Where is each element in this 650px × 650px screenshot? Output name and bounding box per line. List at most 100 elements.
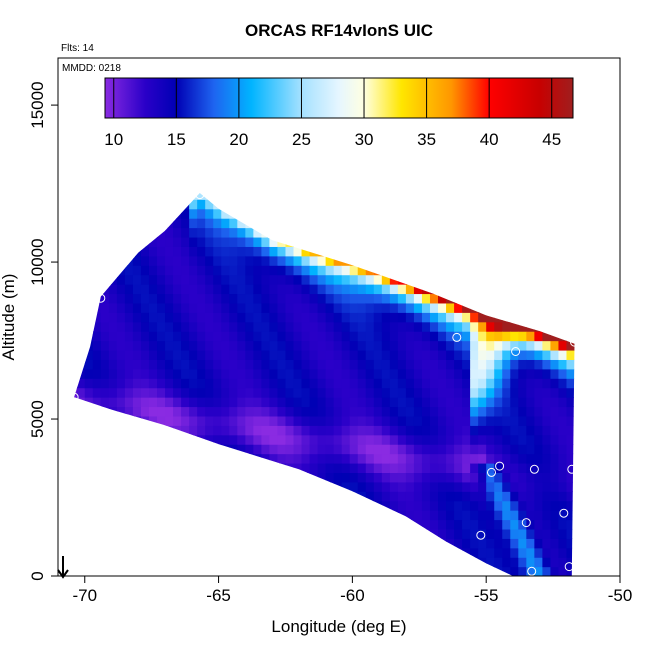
heatmap-cell — [205, 340, 214, 351]
heatmap-cell — [117, 180, 126, 190]
heatmap-cell — [462, 302, 471, 313]
heatmap-cell — [325, 528, 335, 539]
heatmap-cell — [293, 510, 303, 521]
heatmap-cell — [116, 406, 126, 417]
heatmap-cell — [116, 528, 126, 539]
heatmap-cell — [277, 218, 287, 229]
heatmap-cell — [446, 444, 455, 455]
heatmap-cell — [325, 368, 335, 379]
heatmap-cell — [510, 208, 519, 219]
heatmap-cell — [132, 425, 142, 436]
heatmap-cell — [148, 193, 158, 200]
heatmap-cell — [558, 491, 568, 502]
heatmap-cell — [285, 519, 295, 530]
heatmap-cell — [454, 397, 463, 408]
heatmap-cell — [205, 321, 214, 332]
heatmap-cell — [357, 302, 367, 313]
heatmap-cell — [462, 547, 471, 558]
heatmap-cell — [518, 566, 527, 576]
heatmap-cell — [438, 193, 447, 200]
heatmap-cell — [245, 349, 254, 360]
heatmap-cell — [325, 462, 335, 473]
heatmap-cell — [389, 255, 399, 266]
heatmap-cell — [365, 510, 375, 521]
heatmap-cell — [293, 208, 303, 219]
heatmap-cell — [534, 246, 543, 257]
heatmap-cell — [253, 340, 262, 351]
heatmap-cell — [526, 199, 535, 210]
heatmap-cell — [575, 510, 584, 520]
heatmap-cell — [381, 566, 391, 576]
heatmap-cell — [397, 500, 407, 511]
heatmap-cell — [357, 340, 367, 351]
heatmap-cell — [575, 378, 584, 388]
heatmap-cell — [421, 481, 431, 492]
heatmap-cell — [100, 331, 110, 342]
heatmap-cell — [413, 481, 423, 492]
heatmap-cell — [301, 519, 311, 530]
heatmap-cell — [550, 397, 560, 408]
heatmap-cell — [494, 557, 503, 568]
heatmap-cell — [494, 528, 503, 539]
heatmap-cell — [140, 349, 150, 360]
heatmap-cell — [132, 255, 142, 266]
heatmap-cell — [148, 246, 158, 257]
heatmap-cell — [365, 368, 375, 379]
heatmap-cell — [293, 538, 303, 549]
heatmap-cell — [165, 444, 174, 455]
heatmap-cell — [566, 293, 575, 304]
heatmap-cell — [454, 359, 463, 370]
heatmap-cell — [373, 321, 383, 332]
heatmap-cell — [349, 349, 359, 360]
heatmap-cell — [397, 227, 407, 238]
heatmap-cell — [550, 387, 560, 398]
heatmap-cell — [173, 359, 182, 370]
heatmap-cell — [373, 500, 383, 511]
heatmap-cell — [558, 444, 568, 455]
heatmap-cell — [253, 566, 262, 576]
heatmap-cell — [486, 193, 495, 200]
heatmap-cell — [373, 284, 383, 295]
heatmap-cell — [285, 453, 295, 464]
heatmap-cell — [285, 368, 295, 379]
heatmap-cell — [237, 434, 246, 445]
heatmap-cell — [269, 236, 279, 247]
heatmap-cell — [189, 236, 198, 247]
heatmap-cell — [253, 444, 262, 455]
heatmap-cell — [502, 472, 511, 483]
heatmap-cell — [108, 444, 118, 455]
heatmap-cell — [454, 510, 463, 521]
heatmap-cell — [381, 378, 391, 389]
heatmap-cell — [277, 528, 287, 539]
heatmap-cell — [373, 481, 383, 492]
heatmap-cell — [173, 236, 182, 247]
heatmap-cell — [494, 425, 503, 436]
heatmap-cell — [341, 199, 351, 210]
heatmap-cell — [405, 331, 415, 342]
heatmap-cell — [446, 397, 455, 408]
heatmap-cell — [293, 312, 303, 323]
heatmap-cell — [413, 472, 423, 483]
heatmap-cell — [108, 491, 118, 502]
heatmap-cell — [373, 453, 383, 464]
heatmap-cell — [486, 284, 495, 295]
heatmap-cell — [494, 434, 503, 445]
heatmap-cell — [518, 415, 527, 426]
heatmap-cell — [221, 274, 230, 285]
heatmap-cell — [429, 397, 439, 408]
heatmap-cell — [309, 453, 319, 464]
heatmap-cell — [486, 302, 495, 313]
heatmap-cell — [189, 481, 198, 492]
heatmap-cell — [253, 312, 262, 323]
heatmap-cell — [550, 349, 560, 360]
heatmap-cell — [470, 255, 479, 266]
heatmap-cell — [566, 265, 575, 276]
heatmap-cell — [510, 566, 519, 576]
heatmap-cell — [454, 547, 463, 558]
heatmap-cell — [494, 444, 503, 455]
heatmap-cell — [140, 218, 150, 229]
heatmap-cell — [309, 566, 319, 576]
heatmap-cell — [413, 547, 423, 558]
x-tick-label: -70 — [72, 586, 97, 605]
heatmap-cell — [309, 331, 319, 342]
